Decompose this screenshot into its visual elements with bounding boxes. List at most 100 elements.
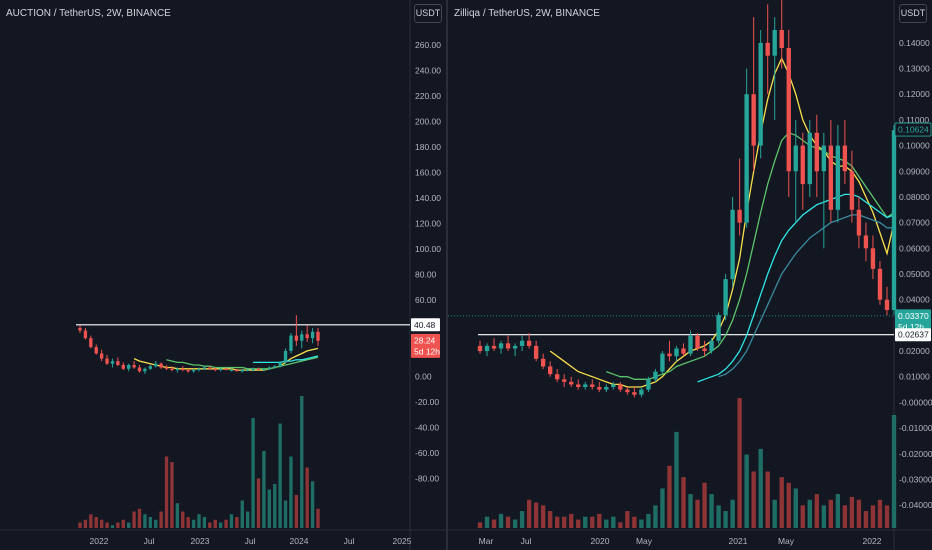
volume-bar	[143, 514, 147, 528]
candle-body	[208, 367, 212, 369]
volume-bar	[681, 477, 686, 528]
volume-bar	[197, 514, 201, 528]
volume-bar	[821, 505, 827, 528]
y-tick-label: 60.00	[415, 295, 437, 305]
candle-body	[800, 145, 805, 185]
volume-bar	[170, 462, 174, 528]
volume-bar	[256, 478, 261, 528]
y-tick-label: 0.11000	[899, 115, 929, 125]
volume-bar	[884, 505, 890, 528]
candle-body	[625, 389, 630, 393]
volume-bar	[283, 500, 288, 528]
volume-bar	[202, 517, 207, 528]
volume-bar	[695, 499, 700, 528]
candle-body	[256, 368, 261, 371]
candle-body	[863, 235, 869, 249]
currency-unit-button[interactable]: USDT	[899, 4, 927, 23]
candle-body	[751, 94, 756, 146]
x-tick-label: 2021	[729, 536, 748, 546]
volume-bar	[267, 489, 271, 528]
volume-bar	[639, 519, 644, 528]
volume-bar	[181, 511, 185, 528]
candle-body	[273, 366, 277, 368]
y-tick-label: 160.00	[415, 167, 441, 177]
volume-bar	[273, 484, 277, 528]
x-tick-label: Jul	[245, 536, 256, 546]
volume-bar	[870, 505, 876, 528]
volume-bar	[300, 396, 304, 528]
volume-bar	[491, 519, 497, 528]
y-tick-label: 0.04000	[899, 295, 930, 305]
volume-bar	[121, 519, 125, 528]
candle-body	[737, 209, 742, 223]
volume-bar	[186, 517, 190, 528]
candle-body	[89, 338, 93, 348]
zilliqa-chart-panel[interactable]: 0.14000 0.13000 0.12000 0.11000 0.10000 0.090…	[446, 0, 932, 550]
candle-body	[143, 368, 147, 372]
volume-bar	[604, 519, 609, 528]
volume-bar	[856, 499, 862, 528]
volume-bar	[583, 516, 588, 528]
volume-bar	[310, 481, 315, 528]
candle-body	[856, 209, 862, 236]
candle-body	[175, 368, 180, 371]
currency-unit-button[interactable]: USDT	[414, 4, 442, 23]
candle-body	[235, 370, 239, 372]
volume-bar	[590, 516, 595, 528]
zilliqa-chart-canvas[interactable]: 0.14000 0.13000 0.12000 0.11000 0.10000 0.090…	[448, 0, 932, 550]
volume-bar	[716, 505, 721, 528]
volume-bar	[653, 505, 658, 528]
volume-bar	[218, 522, 223, 528]
y-tick-label: 0.05000	[899, 269, 930, 279]
volume-bar	[191, 519, 196, 528]
x-tick-label: Jul	[521, 536, 532, 546]
y-tick-label: 0.08000	[899, 192, 930, 202]
volume-bar	[533, 502, 539, 528]
y-tick-label: 260.00	[415, 40, 441, 50]
volume-bar	[751, 471, 756, 528]
volume-bar	[800, 505, 805, 528]
candle-body	[562, 379, 567, 382]
volume-bar	[814, 494, 819, 528]
candle-body	[305, 334, 309, 339]
y-tick-label: 140.00	[415, 193, 441, 203]
candle-body	[229, 370, 234, 372]
volume-bar	[891, 414, 897, 528]
volume-bar	[498, 513, 504, 528]
candle-body	[870, 248, 876, 269]
y-tick-label: -60.00	[415, 448, 439, 458]
candle-body	[793, 145, 798, 172]
volume-bar	[224, 519, 228, 528]
y-tick-label: -0.00000	[899, 397, 932, 407]
volume-bar	[786, 482, 791, 528]
volume-bar	[744, 454, 749, 528]
candle-body	[842, 145, 848, 172]
volume-bar	[132, 511, 136, 528]
y-tick-label: -40.00	[415, 422, 439, 432]
volume-bar	[229, 514, 234, 528]
candle-body	[744, 94, 749, 223]
candle-body	[681, 348, 686, 354]
price-tag: 0.02637	[895, 328, 931, 342]
candle-body	[779, 30, 784, 48]
volume-bar	[547, 511, 553, 528]
volume-bar	[835, 494, 841, 528]
auction-chart-canvas[interactable]: 260.00 240.00 220.00 200.00 180.00 160.00 140.…	[0, 0, 446, 550]
candle-body	[632, 392, 637, 395]
candle-body	[218, 368, 223, 371]
candle-body	[512, 345, 518, 349]
y-tick-label: -0.03000	[899, 474, 932, 484]
x-tick-label: 2025	[393, 536, 412, 546]
moving-average-line	[549, 56, 895, 388]
volume-bar	[89, 514, 93, 528]
y-tick-label: 100.00	[415, 244, 441, 254]
x-tick-label: Mar	[479, 536, 494, 546]
auction-chart-panel[interactable]: 260.00 240.00 220.00 200.00 180.00 160.00 140.…	[0, 0, 446, 550]
candle-body	[653, 371, 658, 380]
volume-bar	[484, 516, 490, 528]
candle-body	[814, 132, 819, 172]
chart-title: Zilliqa / TetherUS, 2W, BINANCE	[454, 8, 600, 19]
y-tick-label: 240.00	[415, 65, 441, 75]
volume-bar	[660, 488, 665, 528]
price-tag-bg	[411, 333, 440, 358]
